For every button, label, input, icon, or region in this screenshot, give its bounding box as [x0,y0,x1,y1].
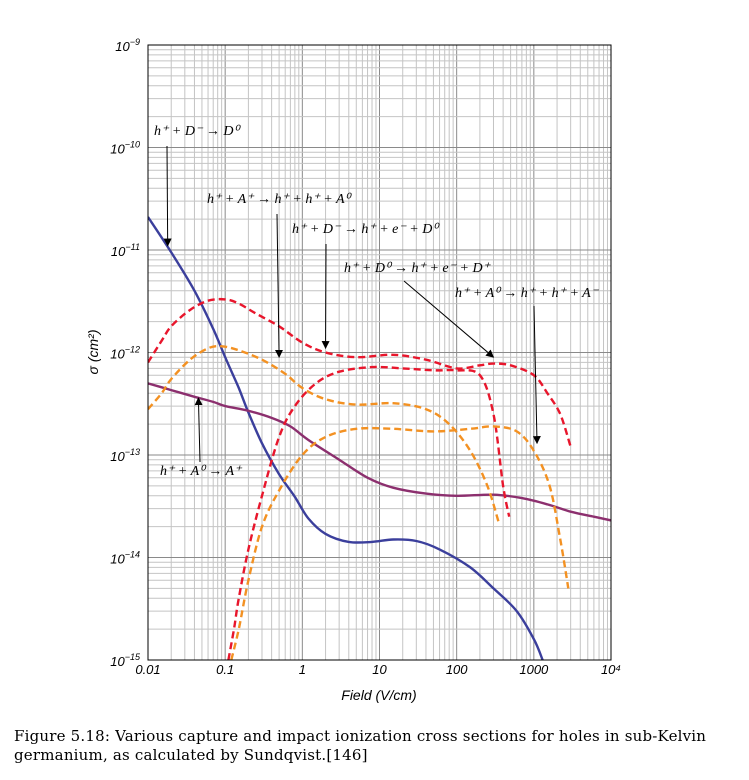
series-line-3 [148,297,572,448]
x-tick-label: 10 [372,662,387,677]
x-tick-labels: 0.01 0.1 1 10 100 1000 10⁴ [135,662,621,677]
series-group [148,216,611,660]
grid [147,45,611,661]
series-line-2 [148,382,611,522]
y-tick-label: 10−13 [110,447,140,464]
x-tick-label: 10⁴ [601,662,621,677]
y-tick-label: 10−14 [110,550,140,567]
series-line-6 [230,425,570,660]
annotation-arrow [163,145,172,247]
annotation-label: h⁺ + D⁻ → D⁰ [154,124,241,139]
annotation-label: h⁺ + D⁻ → h⁺ + e⁻ + D⁰ [292,222,440,237]
series-line-1 [148,216,544,660]
y-tick-label: 10−9 [115,37,140,54]
annotation-label: h⁺ + A⁺ → h⁺ + h⁺ + A⁰ [207,192,352,207]
annotation-label: h⁺ + D⁰ → h⁺ + e⁻ + D⁺ [344,261,492,276]
y-tick-label: 10−15 [110,652,141,669]
figure-caption: Figure 5.18: Various capture and impact … [14,727,707,764]
annotation-arrow [274,213,283,358]
x-tick-label: 1000 [519,662,549,677]
annotations: h⁺ + D⁻ → D⁰ h⁺ + A⁺ → h⁺ + h⁺ + A⁰ h⁺ + D… [154,124,600,479]
x-tick-label: 1 [299,662,306,677]
x-tick-label: 0.01 [135,662,160,677]
series-line-4 [227,365,511,660]
y-tick-label: 10−11 [111,242,140,259]
y-tick-label: 10−10 [110,140,140,157]
annotation-label: h⁺ + A⁰ → h⁺ + h⁺ + A⁻ [455,286,600,301]
annotation-arrow [403,280,495,358]
series-line-5 [148,344,500,523]
x-axis-title: Field (V/cm) [341,687,416,703]
annotation-arrow [532,305,541,445]
annotation-label: h⁺ + A⁰ → A⁺ [160,464,243,479]
y-axis-title: σ (cm²) [85,330,101,375]
chart: 0.01 0.1 1 10 100 1000 10⁴ 10−9 10−10 10−11 10−12… [85,37,621,703]
annotation-arrow [194,397,203,463]
x-tick-label: 0.1 [216,662,234,677]
x-tick-label: 100 [446,662,468,677]
y-tick-labels: 10−9 10−10 10−11 10−12 10−13 10−14 10−15 [110,37,141,669]
plot-frame [147,44,612,661]
y-tick-label: 10−12 [110,345,140,362]
